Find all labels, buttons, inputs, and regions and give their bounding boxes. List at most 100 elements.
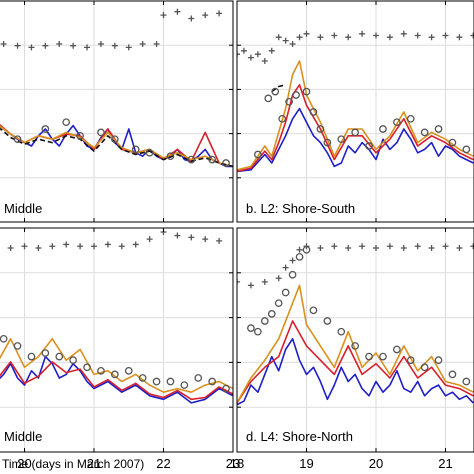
data-point-plus (282, 264, 289, 271)
data-point-plus (386, 243, 393, 250)
data-point-circle (309, 306, 318, 315)
series-line-orange (237, 60, 474, 171)
data-point-plus (42, 42, 49, 49)
data-point-circle (97, 128, 105, 137)
data-point-circle (323, 138, 332, 147)
data-point-circle (420, 128, 429, 137)
data-point-circle (41, 349, 50, 357)
data-point-circle (292, 91, 300, 99)
data-point-circle (145, 148, 154, 157)
data-point-plus (296, 246, 303, 253)
data-point-circle (462, 145, 471, 154)
data-point-plus (237, 51, 240, 58)
x-tick-label: 18 (230, 456, 244, 471)
axes-frame (0, 227, 234, 453)
data-point-circle (41, 125, 50, 133)
data-point-plus (216, 237, 223, 244)
x-axis-label: Time (days in March 2007) (2, 457, 144, 471)
data-point-plus (237, 278, 240, 285)
data-point-circle (69, 356, 78, 365)
data-point-plus (345, 34, 352, 41)
data-point-circle (152, 377, 161, 386)
data-point-plus (160, 12, 167, 19)
data-point-circle (351, 128, 359, 137)
data-point-plus (146, 236, 153, 243)
series-line-orange (237, 284, 474, 404)
data-point-plus (359, 30, 366, 37)
data-point-plus (104, 241, 111, 248)
data-point-circle (222, 159, 230, 167)
data-point-plus (261, 278, 268, 285)
data-point-circle (274, 299, 283, 308)
data-point-circle (264, 94, 273, 103)
data-point-plus (7, 245, 14, 252)
grid (237, 1, 474, 222)
data-point-plus (174, 232, 181, 239)
data-point-circle (271, 87, 280, 96)
data-point-circle (365, 352, 373, 361)
panel-a-middle: Middle (0, 0, 234, 223)
panel-label: b. L2: Shore-South (246, 201, 355, 216)
data-point-circle (316, 125, 325, 133)
data-point-plus (414, 32, 421, 39)
data-point-circle (323, 317, 332, 325)
data-point-plus (400, 30, 407, 37)
panel-label: d. L4: Shore-North (246, 429, 353, 444)
data-point-plus (188, 15, 195, 22)
panel-d-shore-north: 18 19 20 21 d. L4: Shore-North (230, 227, 474, 471)
data-point-plus (296, 34, 303, 41)
data-point-plus (317, 34, 324, 41)
data-point-circle (260, 317, 269, 325)
grid (237, 228, 474, 452)
data-point-circle (247, 324, 255, 332)
data-point-plus (282, 37, 289, 44)
data-point-circle (27, 352, 36, 361)
data-point-circle (267, 310, 276, 318)
data-point-plus (84, 44, 91, 51)
data-point-circle (180, 381, 189, 389)
data-point-plus (456, 34, 463, 41)
data-point-circle (295, 253, 304, 261)
data-point-circle (83, 363, 91, 372)
data-point-circle (420, 363, 429, 372)
data-point-circle (392, 345, 401, 354)
axes-frame (0, 0, 234, 223)
data-point-circle (166, 377, 175, 386)
data-point-circle (285, 97, 293, 106)
data-point-plus (202, 12, 209, 19)
x-tick-label: 21 (87, 456, 101, 471)
data-point-circle (124, 366, 133, 375)
data-point-plus (97, 41, 104, 47)
data-point-circle (406, 114, 415, 123)
series-line-black (271, 84, 286, 93)
data-point-circle (0, 334, 8, 343)
data-point-circle (55, 352, 64, 361)
data-point-plus (14, 42, 21, 49)
data-point-circle (131, 145, 140, 154)
data-point-plus (456, 245, 463, 252)
data-point-plus (77, 243, 84, 250)
data-point-plus (331, 243, 338, 250)
data-point-circle (365, 142, 373, 150)
data-point-plus (247, 54, 254, 61)
data-point-circle (351, 342, 359, 350)
data-point-circle (254, 150, 262, 159)
data-point-plus (303, 243, 310, 250)
data-point-plus (28, 44, 35, 51)
data-point-circle (13, 342, 22, 350)
data-point-plus (470, 243, 474, 250)
data-point-plus (49, 243, 56, 250)
data-point-plus (331, 32, 338, 39)
data-point-circle (379, 125, 387, 133)
data-point-circle (111, 370, 119, 379)
data-point-circle (302, 87, 311, 96)
series-line-red (237, 320, 474, 404)
panel-label: Middle (4, 201, 42, 216)
data-point-plus (289, 257, 296, 264)
data-point-circle (462, 377, 471, 386)
data-point-plus (132, 241, 139, 248)
data-point-circle (281, 288, 290, 297)
data-point-circle (208, 377, 216, 386)
data-point-circle (254, 327, 262, 336)
x-tick-label: 20 (369, 456, 383, 471)
